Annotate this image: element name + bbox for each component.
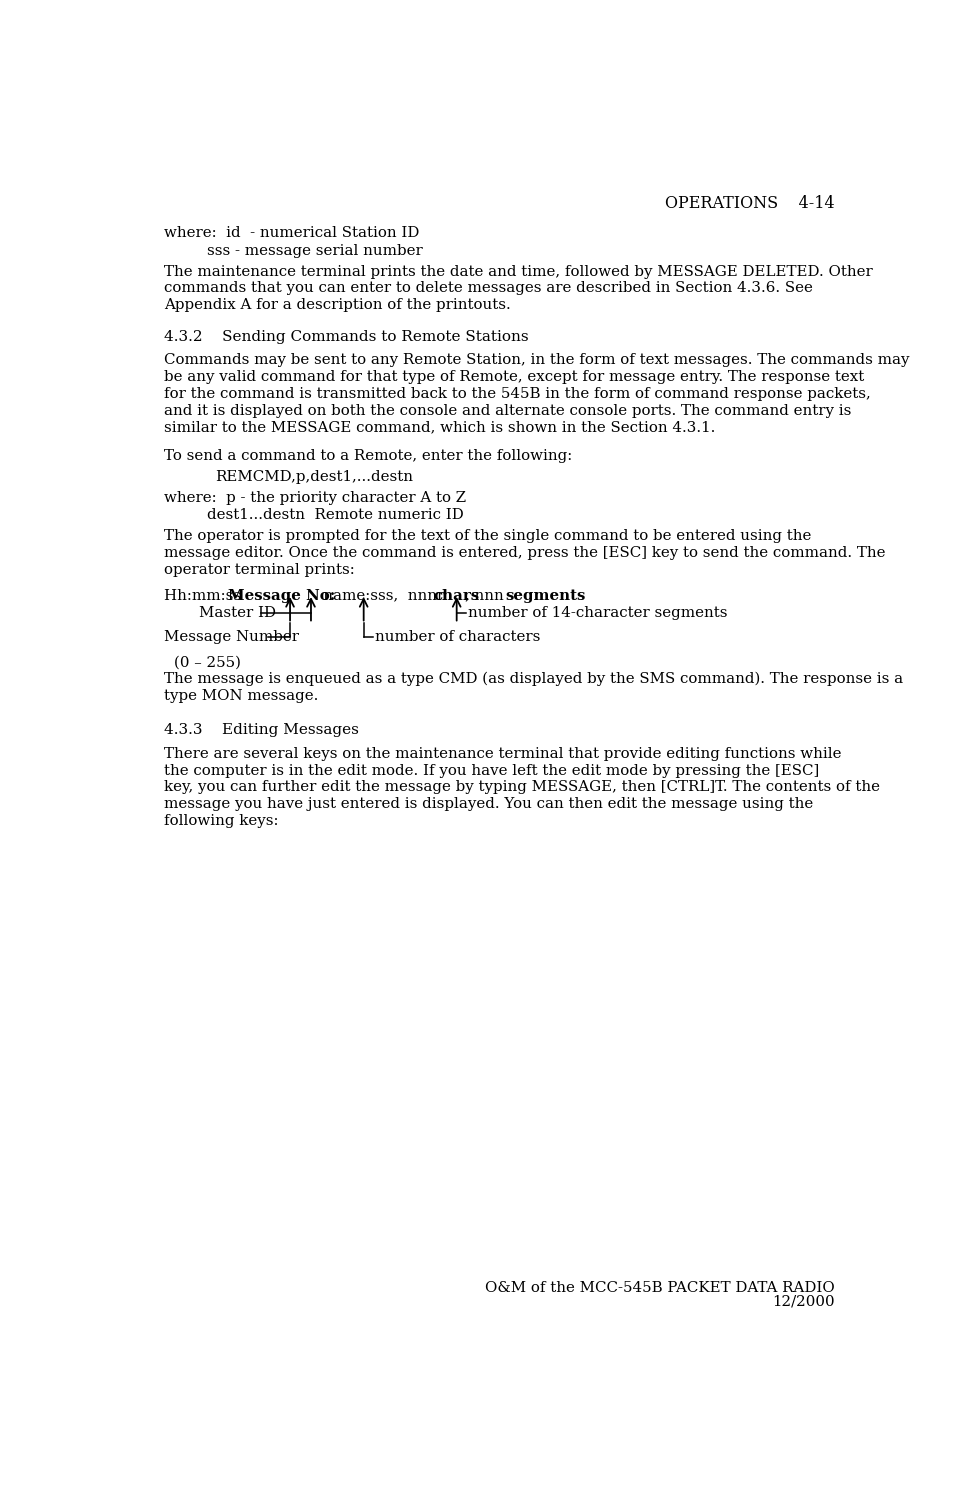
- Text: commands that you can enter to delete messages are described in Section 4.3.6. S: commands that you can enter to delete me…: [165, 281, 813, 296]
- Text: Message Number: Message Number: [165, 631, 299, 644]
- Text: 4.3.3    Editing Messages: 4.3.3 Editing Messages: [165, 723, 360, 738]
- Text: following keys:: following keys:: [165, 814, 279, 827]
- Text: sss - message serial number: sss - message serial number: [207, 244, 423, 257]
- Text: message you have just entered is displayed. You can then edit the message using : message you have just entered is display…: [165, 798, 814, 811]
- Text: To send a command to a Remote, enter the following:: To send a command to a Remote, enter the…: [165, 449, 572, 463]
- Text: type MON message.: type MON message.: [165, 689, 319, 702]
- Text: Appendix A for a description of the printouts.: Appendix A for a description of the prin…: [165, 298, 511, 312]
- Text: The operator is prompted for the text of the single command to be entered using : The operator is prompted for the text of…: [165, 530, 812, 543]
- Text: (0 – 255): (0 – 255): [174, 656, 241, 670]
- Text: where:  id  - numerical Station ID: where: id - numerical Station ID: [165, 226, 420, 240]
- Text: , nnn: , nnn: [465, 589, 514, 603]
- Text: dest1...destn  Remote numeric ID: dest1...destn Remote numeric ID: [207, 509, 464, 522]
- Text: OPERATIONS    4-14: OPERATIONS 4-14: [665, 195, 835, 213]
- Text: chars: chars: [434, 589, 480, 603]
- Text: segments: segments: [505, 589, 586, 603]
- Text: for the command is transmitted back to the 545B in the form of command response : for the command is transmitted back to t…: [165, 387, 872, 400]
- Text: 12/2000: 12/2000: [772, 1295, 835, 1309]
- Text: key, you can further edit the message by typing MESSAGE, then [CTRL]T. The conte: key, you can further edit the message by…: [165, 780, 880, 795]
- Text: Hh:mm:ss: Hh:mm:ss: [165, 589, 252, 603]
- Text: The message is enqueued as a type CMD (as displayed by the SMS command). The res: The message is enqueued as a type CMD (a…: [165, 671, 904, 686]
- Text: O&M of the MCC-545B PACKET DATA RADIO: O&M of the MCC-545B PACKET DATA RADIO: [486, 1281, 835, 1295]
- Text: similar to the MESSAGE command, which is shown in the Section 4.3.1.: similar to the MESSAGE command, which is…: [165, 421, 716, 434]
- Text: message editor. Once the command is entered, press the [ESC] key to send the com: message editor. Once the command is ente…: [165, 546, 886, 559]
- Text: number of 14-character segments: number of 14-character segments: [468, 607, 727, 620]
- Text: number of characters: number of characters: [374, 631, 540, 644]
- Text: operator terminal prints:: operator terminal prints:: [165, 562, 355, 577]
- Text: be any valid command for that type of Remote, except for message entry. The resp: be any valid command for that type of Re…: [165, 371, 865, 384]
- Text: the computer is in the edit mode. If you have left the edit mode by pressing the: the computer is in the edit mode. If you…: [165, 763, 820, 778]
- Text: 4.3.2    Sending Commands to Remote Stations: 4.3.2 Sending Commands to Remote Station…: [165, 330, 529, 344]
- Text: Master ID: Master ID: [199, 607, 276, 620]
- Text: There are several keys on the maintenance terminal that provide editing function: There are several keys on the maintenanc…: [165, 747, 842, 760]
- Text: where:  p - the priority character A to Z: where: p - the priority character A to Z: [165, 491, 467, 506]
- Text: REMCMD,p,dest1,...destn: REMCMD,p,dest1,...destn: [214, 470, 412, 485]
- Text: The maintenance terminal prints the date and time, followed by MESSAGE DELETED. : The maintenance terminal prints the date…: [165, 265, 874, 278]
- Text: name:sss,  nnnn: name:sss, nnnn: [309, 589, 452, 603]
- Text: Commands may be sent to any Remote Station, in the form of text messages. The co: Commands may be sent to any Remote Stati…: [165, 353, 910, 368]
- Text: and it is displayed on both the console and alternate console ports. The command: and it is displayed on both the console …: [165, 403, 852, 418]
- Text: Message No:: Message No:: [228, 589, 335, 603]
